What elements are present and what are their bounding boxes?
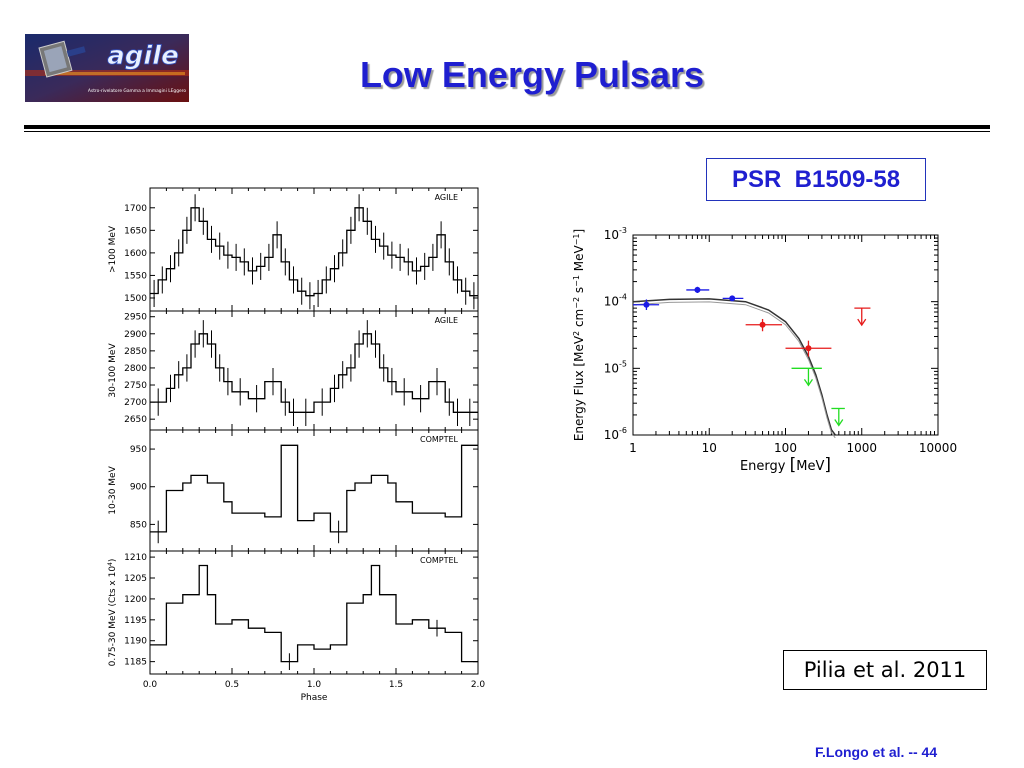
light-curves-chart: 1500 1550 1600 1650 1700 AGILE >100 MeV 2650 270… xyxy=(107,187,486,703)
sed-data-point xyxy=(694,286,701,293)
lc-panel-frame xyxy=(149,429,479,552)
sed-ytick-label: 10-6 xyxy=(604,426,627,442)
sed-upper-limit-arrow xyxy=(834,419,844,427)
logo-wordmark: agile xyxy=(107,41,179,71)
lc-ytick-label: 2650 xyxy=(124,415,147,425)
lc-ytick-label: 1700 xyxy=(124,204,147,214)
agile-logo: agile Astro-rivelatore Gamma a Immagini … xyxy=(25,34,189,102)
lc-histogram-line xyxy=(150,564,478,663)
sed-data-point xyxy=(643,301,650,308)
lc-ytick-label: 2700 xyxy=(124,398,147,408)
lc-xtick-label: 1.0 xyxy=(307,680,322,690)
sed-plot-frame xyxy=(632,234,939,436)
sed-xtick-label: 1 xyxy=(629,441,637,455)
lc-ytick-label: 1650 xyxy=(124,226,147,236)
lc-ytick-label: 2850 xyxy=(124,347,147,357)
lc-ytick-label: 950 xyxy=(130,445,147,455)
sed-xlabel: Energy [MeV] xyxy=(740,455,831,475)
lc-histogram-line xyxy=(150,207,478,297)
slide-footer: F.Longo et al. -- 44 xyxy=(815,744,938,760)
title-divider-thin xyxy=(24,131,990,132)
sed-data-point xyxy=(729,295,736,302)
sed-model-curve xyxy=(633,298,836,435)
sed-upper-limit-arrow xyxy=(803,378,813,387)
lc-xtick-label: 0.5 xyxy=(225,680,239,690)
lc-xtick-label: 1.5 xyxy=(389,680,403,690)
sed-upper-limit-arrow xyxy=(857,318,867,327)
lc-ytick-label: 850 xyxy=(130,520,147,530)
lc-ytick-label: 1190 xyxy=(124,637,147,647)
lc-ylabel: 30-100 MeV xyxy=(108,343,118,398)
lc-instrument-label: AGILE xyxy=(435,193,458,202)
reference-box: Pilia et al. 2011 xyxy=(783,650,987,690)
lc-ytick-label: 1205 xyxy=(124,574,147,584)
lc-ylabel: >100 MeV xyxy=(108,225,118,273)
lc-ytick-label: 1600 xyxy=(124,249,147,259)
source-name-box: PSR B1509-58 xyxy=(706,158,926,201)
sed-xtick-label: 100 xyxy=(774,441,797,455)
title-divider-thick xyxy=(24,125,990,129)
lc-instrument-label: COMPTEL xyxy=(420,435,459,444)
sed-ytick-label: 10-3 xyxy=(604,226,627,242)
lc-xtick-label: 0.0 xyxy=(143,680,158,690)
sed-ylabel: Energy Flux [MeV2 cm−2 s−1 MeV−1] xyxy=(572,229,587,441)
lc-ytick-label: 2900 xyxy=(124,330,147,340)
lc-xlabel: Phase xyxy=(301,693,328,703)
sed-xtick-label: 1000 xyxy=(846,441,877,455)
lc-ytick-label: 1200 xyxy=(124,595,147,605)
lc-ytick-label: 2750 xyxy=(124,381,147,391)
sed-data-point xyxy=(759,321,766,328)
lc-histogram-line xyxy=(150,444,478,533)
lc-ytick-label: 1185 xyxy=(124,658,147,668)
sed-data-point xyxy=(805,345,812,352)
lc-ytick-label: 2800 xyxy=(124,364,147,374)
lc-ylabel: 10-30 MeV xyxy=(108,465,118,514)
agile-logo-image: agile Astro-rivelatore Gamma a Immagini … xyxy=(25,34,189,102)
sed-xtick-label: 10 xyxy=(702,441,717,455)
sed-chart: 1 10 100 1000 10000 10-6 10-5 10-4 10-3 Energy [M… xyxy=(572,226,958,475)
lc-ytick-label: 1500 xyxy=(124,294,147,304)
sed-ytick-label: 10-4 xyxy=(604,293,627,309)
sed-xtick-label: 10000 xyxy=(919,441,957,455)
slide-title: Low Energy Pulsars xyxy=(359,54,705,95)
sed-model-curve-band xyxy=(633,301,836,438)
lc-xtick-label: 2.0 xyxy=(471,680,486,690)
lc-ytick-label: 1550 xyxy=(124,271,147,281)
lc-instrument-label: COMPTEL xyxy=(420,556,459,565)
lc-ytick-label: 900 xyxy=(130,483,147,493)
lc-instrument-label: AGILE xyxy=(435,316,458,325)
lc-ytick-label: 2950 xyxy=(124,313,147,323)
lc-panel-frame xyxy=(149,187,479,312)
logo-tagline: Astro-rivelatore Gamma a Immagini LEgger… xyxy=(88,88,186,94)
sed-ytick-label: 10-5 xyxy=(604,359,627,375)
lc-ytick-label: 1195 xyxy=(124,616,147,626)
lc-ytick-label: 1210 xyxy=(124,553,147,563)
lc-ylabel: 0.75-30 MeV (Cts x 104) xyxy=(107,559,119,667)
lc-histogram-line xyxy=(150,333,478,413)
